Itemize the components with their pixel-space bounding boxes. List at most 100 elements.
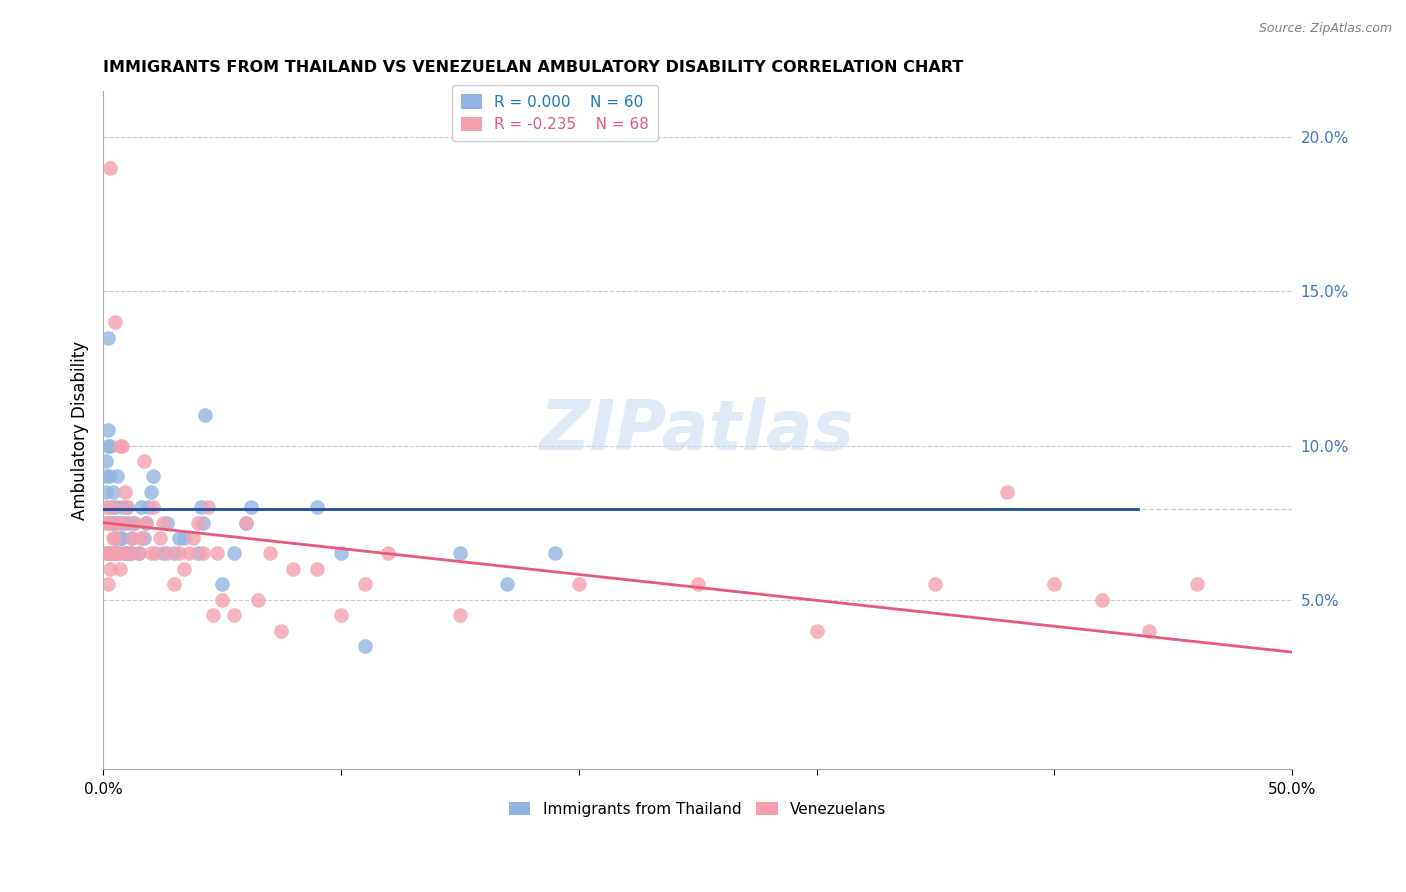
Point (211, 592, 233, 607)
Point (194, 408, 217, 422)
Legend: Immigrants from Thailand, Venezuelans: Immigrants from Thailand, Venezuelans (503, 796, 893, 822)
Point (173, 531, 195, 545)
Point (108, 516, 131, 530)
Point (222, 547, 245, 561)
Point (121, 531, 143, 545)
Point (114, 516, 136, 530)
Point (377, 547, 399, 561)
Point (156, 516, 179, 530)
Point (173, 562, 195, 576)
Point (329, 547, 352, 561)
Point (177, 547, 200, 561)
Text: Source: ZipAtlas.com: Source: ZipAtlas.com (1258, 22, 1392, 36)
Point (114, 484, 136, 499)
Point (105, 547, 128, 561)
Point (1185, 577, 1208, 591)
Point (449, 608, 471, 623)
Point (129, 531, 152, 545)
Point (149, 531, 172, 545)
Point (105, 547, 128, 561)
Point (156, 547, 179, 561)
Point (105, 516, 128, 530)
Point (101, 531, 124, 545)
Point (97, 547, 120, 561)
Text: IMMIGRANTS FROM THAILAND VS VENEZUELAN AMBULATORY DISABILITY CORRELATION CHART: IMMIGRANTS FROM THAILAND VS VENEZUELAN A… (103, 60, 963, 75)
Point (167, 531, 190, 545)
Point (104, 531, 127, 545)
Point (163, 577, 186, 591)
Point (114, 547, 136, 561)
Point (135, 516, 157, 530)
Point (118, 516, 141, 530)
Point (152, 516, 174, 530)
Point (98, 161, 121, 175)
Point (94, 547, 117, 561)
Point (97, 547, 120, 561)
Point (142, 500, 165, 515)
Point (104, 516, 127, 530)
Point (101, 500, 124, 515)
Point (121, 531, 143, 545)
Point (924, 577, 946, 591)
Point (132, 531, 155, 545)
Point (97, 423, 120, 437)
Point (122, 516, 145, 530)
Point (94, 500, 117, 515)
Point (105, 469, 128, 483)
Point (1043, 577, 1066, 591)
Point (163, 547, 186, 561)
Point (132, 454, 155, 468)
Point (211, 577, 233, 591)
Point (118, 547, 141, 561)
Point (97, 577, 120, 591)
Point (104, 547, 127, 561)
Point (139, 484, 162, 499)
Point (1091, 592, 1114, 607)
Point (239, 500, 262, 515)
Point (98, 516, 121, 530)
Point (568, 577, 591, 591)
Point (115, 547, 138, 561)
Point (98, 469, 121, 483)
Point (222, 608, 245, 623)
Point (108, 439, 131, 453)
Point (122, 516, 145, 530)
Point (129, 500, 152, 515)
Point (98, 439, 121, 453)
Point (496, 577, 519, 591)
Point (152, 547, 174, 561)
Point (246, 592, 269, 607)
Point (686, 577, 709, 591)
Point (94, 454, 117, 468)
Point (101, 484, 124, 499)
Point (111, 531, 134, 545)
Point (145, 547, 167, 561)
Y-axis label: Ambulatory Disability: Ambulatory Disability (72, 341, 89, 520)
Point (111, 500, 134, 515)
Point (259, 547, 281, 561)
Point (136, 500, 159, 515)
Point (108, 531, 131, 545)
Point (104, 547, 127, 561)
Point (353, 577, 375, 591)
Point (142, 469, 165, 483)
Point (270, 624, 292, 638)
Point (114, 547, 136, 561)
Point (128, 547, 150, 561)
Point (101, 516, 124, 530)
Point (139, 547, 162, 561)
Point (307, 500, 329, 515)
Point (995, 484, 1018, 499)
Point (121, 547, 143, 561)
Point (101, 547, 124, 561)
Point (1139, 624, 1161, 638)
Point (97, 439, 120, 453)
Text: ZIPatlas: ZIPatlas (540, 397, 855, 464)
Point (187, 516, 209, 530)
Point (98, 547, 121, 561)
Point (235, 516, 257, 530)
Point (94, 484, 117, 499)
Point (191, 547, 214, 561)
Point (94, 516, 117, 530)
Point (111, 439, 134, 453)
